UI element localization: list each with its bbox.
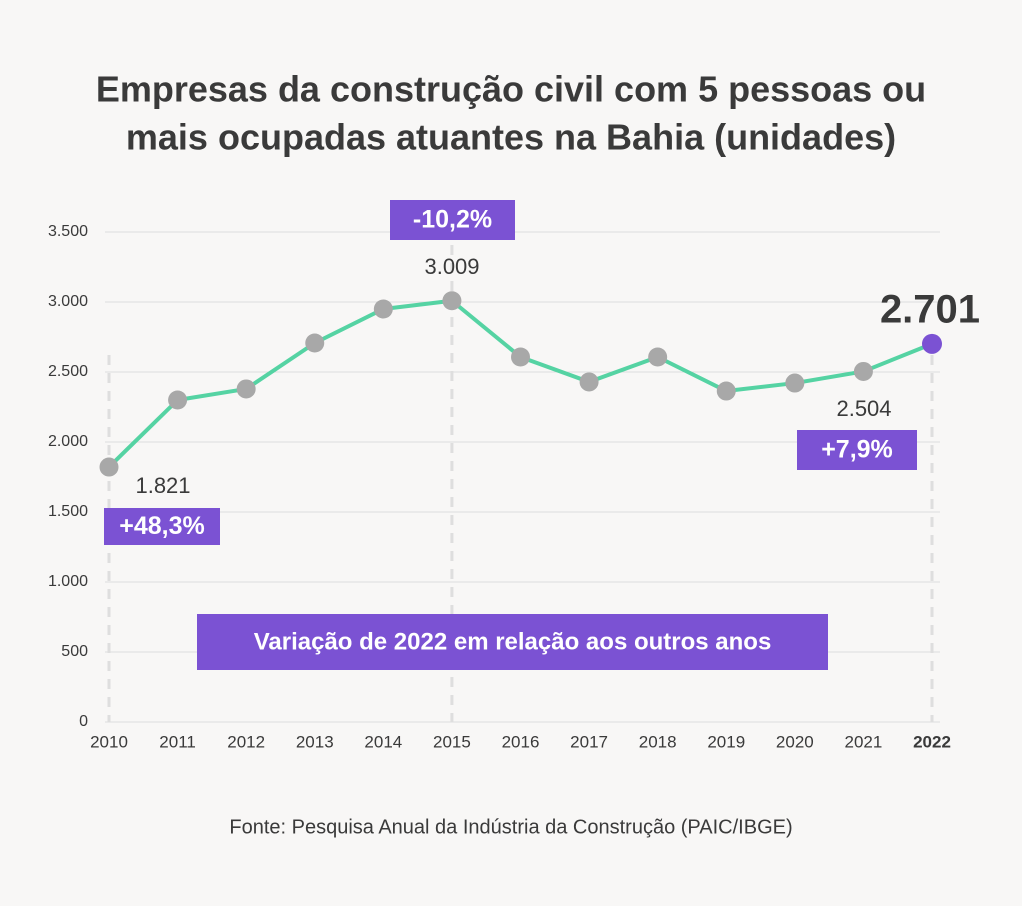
point: [785, 373, 805, 393]
point: [373, 299, 393, 319]
x-tick-label: 2012: [227, 732, 265, 751]
y-tick-label: 3.500: [48, 223, 88, 240]
y-tick-label: 1.500: [48, 503, 88, 520]
x-tick-label: 2015: [433, 732, 471, 751]
point: [168, 390, 188, 410]
x-tick-label: 2020: [776, 732, 814, 751]
chart-title: mais ocupadas atuantes na Bahia (unidade…: [126, 117, 896, 158]
annotation: +7,9%: [821, 436, 893, 464]
x-tick-label: 2010: [90, 732, 128, 751]
x-tick-label: 2022: [913, 732, 951, 751]
source: Fonte: Pesquisa Anual da Indústria da Co…: [229, 816, 792, 838]
y-tick-label: 2.000: [48, 433, 88, 450]
point: [236, 379, 256, 399]
x-tick-label: 2017: [570, 732, 608, 751]
y-tick-label: 500: [61, 643, 88, 660]
y-tick-label: 1.000: [48, 573, 88, 590]
y-tick-label: 3.000: [48, 293, 88, 310]
x-tick-label: 2011: [159, 732, 196, 751]
point: [716, 381, 736, 401]
data-label: 2.504: [836, 396, 891, 421]
y-tick-label: 0: [79, 713, 88, 730]
x-tick-label: 2019: [707, 732, 745, 751]
point: [922, 333, 942, 354]
point: [511, 347, 530, 367]
point: [442, 291, 462, 311]
point: [579, 372, 599, 392]
annotation: +48,3%: [119, 512, 205, 540]
x-tick-label: 2016: [502, 732, 540, 751]
chart-title: Empresas da construção civil com 5 pesso…: [96, 69, 926, 110]
x-tick-label: 2021: [845, 732, 883, 751]
annotation-box: [797, 430, 917, 470]
point: [305, 333, 325, 353]
x-tick-label: 2018: [639, 732, 677, 751]
point: [99, 457, 119, 477]
annotation-box: [390, 200, 515, 240]
annotation-box: [104, 508, 220, 545]
annotation: Variação de 2022 em relação aos outros a…: [254, 628, 772, 655]
y-tick-label: 2.500: [48, 363, 88, 380]
annotation-box: [197, 614, 828, 670]
x-tick-label: 2014: [364, 732, 402, 751]
x-tick-label: 2013: [296, 732, 334, 751]
point: [648, 347, 668, 367]
data-label: 1.821: [135, 473, 190, 498]
annotation: -10,2%: [413, 206, 492, 234]
data-label: 3.009: [424, 254, 479, 279]
point: [853, 361, 873, 381]
data-label: 2.701: [880, 288, 980, 332]
